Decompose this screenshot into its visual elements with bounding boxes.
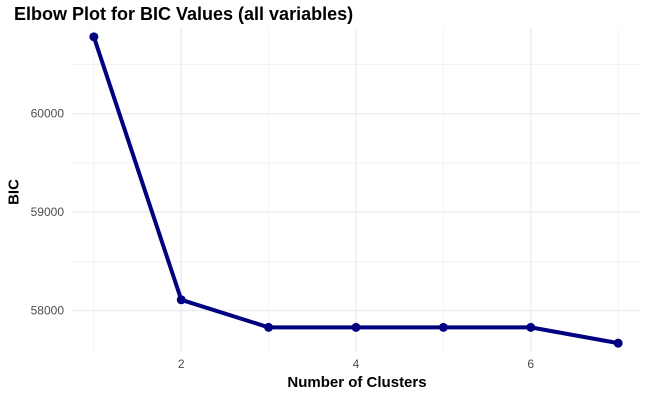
x-tick-label: 6 bbox=[527, 357, 534, 371]
data-point bbox=[351, 322, 361, 332]
y-tick-label: 58000 bbox=[31, 304, 65, 318]
y-axis-label: BIC bbox=[5, 179, 23, 205]
x-tick-labels: 2 4 6 bbox=[178, 357, 535, 371]
data-point bbox=[176, 295, 186, 305]
series-points-group bbox=[89, 32, 623, 348]
x-tick-label: 4 bbox=[353, 357, 360, 371]
data-point bbox=[438, 322, 448, 332]
x-axis-label: Number of Clusters bbox=[287, 374, 427, 391]
y-tick-labels: 58000 59000 60000 bbox=[31, 107, 65, 318]
data-point bbox=[613, 338, 623, 348]
y-axis-label-wrap: BIC bbox=[0, 32, 30, 352]
y-tick-label: 59000 bbox=[31, 205, 65, 219]
data-point bbox=[264, 322, 274, 332]
data-point bbox=[526, 322, 536, 332]
data-point bbox=[89, 32, 99, 42]
grid-major bbox=[72, 28, 640, 352]
x-tick-label: 2 bbox=[178, 357, 185, 371]
chart-title: Elbow Plot for BIC Values (all variables… bbox=[14, 4, 354, 24]
y-tick-label: 60000 bbox=[31, 107, 65, 121]
